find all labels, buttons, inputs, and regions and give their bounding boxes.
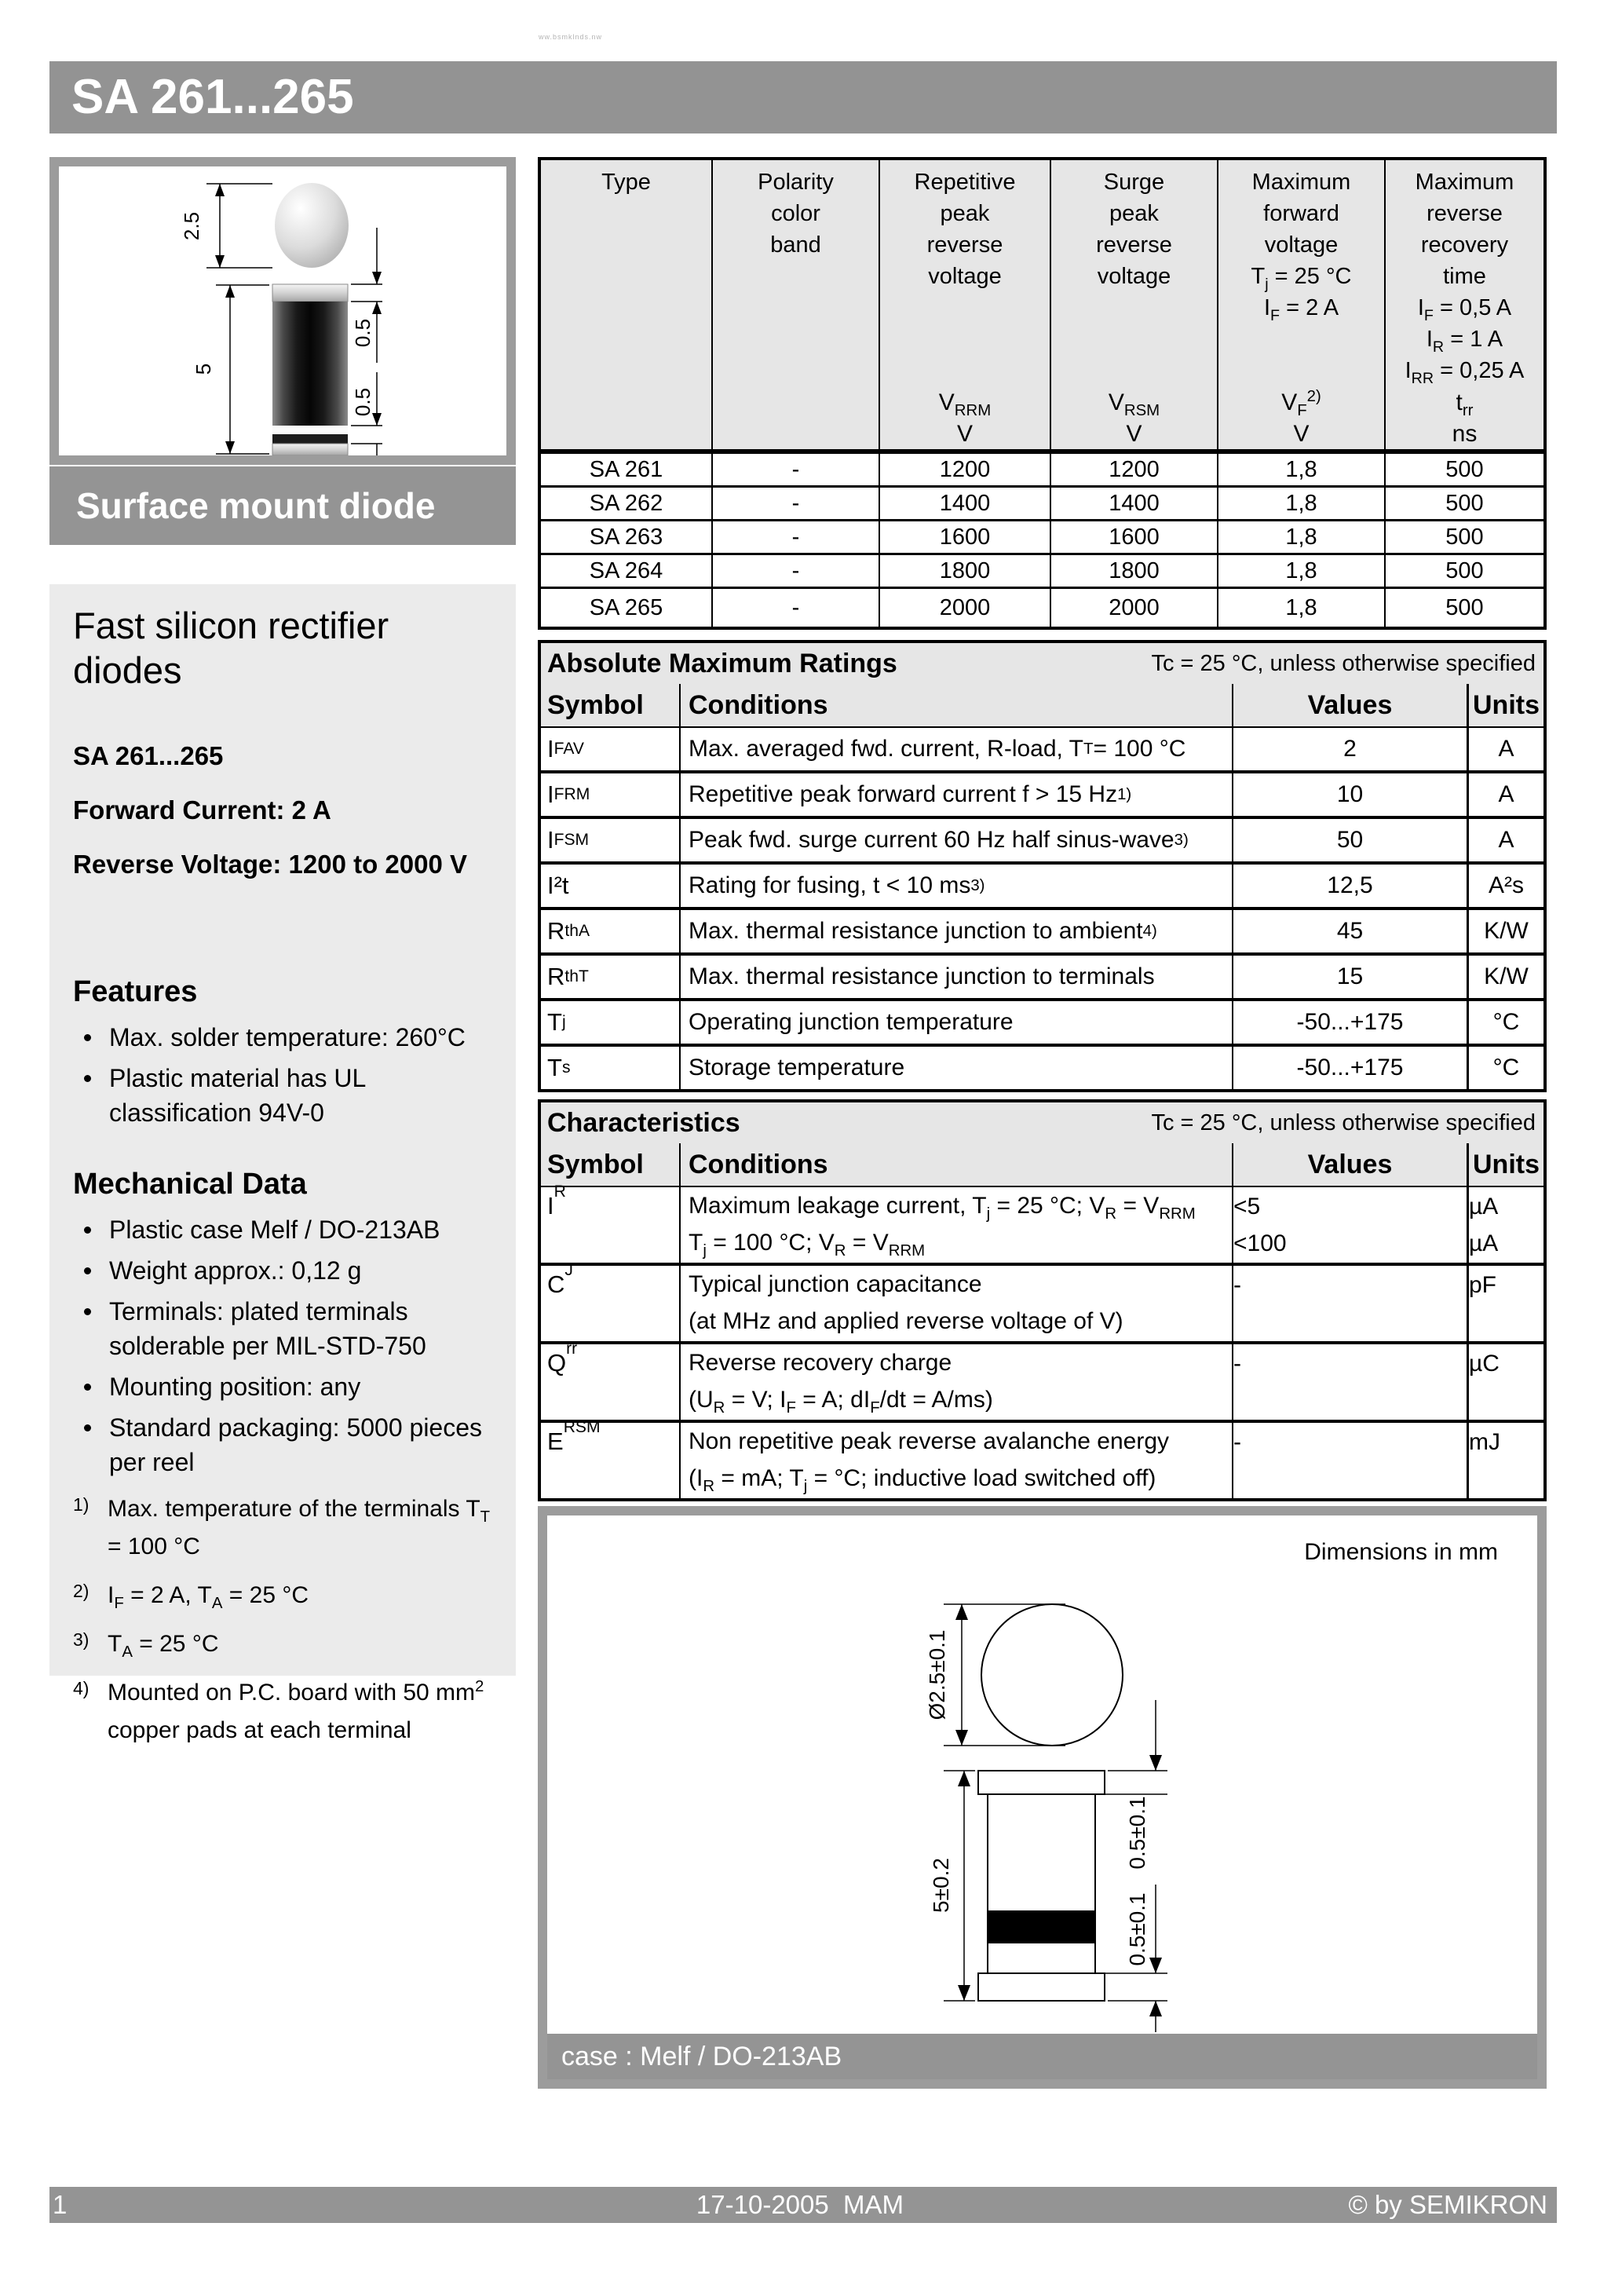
dim-cap-bottom: 0.5±0.1 <box>1125 1892 1149 1965</box>
diode-white-band <box>272 426 348 434</box>
photo-dim-body: 5 <box>192 364 215 375</box>
column-header-trr: Maximum reverse recovery time IF = 0,5 A… <box>1384 160 1543 449</box>
surface-mount-banner: Surface mount diode <box>49 466 516 545</box>
features-heading: Features <box>73 975 198 1008</box>
footnote: 1) Max. temperature of the terminals TT … <box>73 1490 503 1566</box>
table-title-row: Characteristics Tc = 25 °C, unless other… <box>541 1102 1543 1143</box>
table-row: I FRM Repetitive peak forward current f >… <box>541 770 1543 816</box>
dimension-drawing-area: Dimensions in mm Ø2.5±0.1 <box>547 1515 1537 2034</box>
footnote: 4) Mounted on P.C. board with 50 mm2 cop… <box>73 1674 503 1749</box>
footnote-marker: 1) <box>73 1494 90 1515</box>
characteristics-table: Characteristics Tc = 25 °C, unless other… <box>538 1099 1547 1501</box>
dim-diameter: Ø2.5±0.1 <box>925 1630 949 1720</box>
dim-length: 5±0.2 <box>929 1858 953 1913</box>
footer-bar: 1 17-10-2005 MAM © by SEMIKRON <box>49 2187 1557 2223</box>
table-row: E RSM Non repetitive peak reverse avalanc… <box>541 1419 1543 1498</box>
table-row: SA 264 - 1800 1800 1,8 500 <box>541 553 1543 587</box>
type-table-header: Type Polarity color band Repetitive peak… <box>541 160 1543 452</box>
table-header-row: Symbol Conditions Values Units <box>541 1143 1543 1186</box>
column-header-vf: Maximum forward voltage Tj = 25 °C IF = … <box>1217 160 1384 449</box>
spec-forward-current: Forward Current: 2 A <box>73 795 331 824</box>
footer-date: 17-10-2005 MAM <box>696 2190 904 2219</box>
mechanical-data-list: Plastic case Melf / DO-213AB Weight appr… <box>73 1212 503 1479</box>
dim-cap-top: 0.5±0.1 <box>1125 1796 1149 1869</box>
page-number: 1 <box>53 2190 68 2219</box>
footer-copyright: © by SEMIKRON <box>1348 2190 1547 2219</box>
footnote-marker: 4) <box>73 1678 90 1698</box>
footnote: 2) IF = 2 A, TA = 25 °C <box>73 1577 503 1614</box>
list-item: Plastic material has UL classification 9… <box>73 1061 503 1130</box>
photo-dim-cap-bottom: 0.5 <box>351 388 374 416</box>
table-row: SA 265 - 2000 2000 1,8 500 <box>541 587 1543 627</box>
column-header-vrsm: Surge peak reverse voltage VRSM V <box>1050 160 1217 449</box>
table-row: SA 263 - 1600 1600 1,8 500 <box>541 519 1543 553</box>
type-table: Type Polarity color band Repetitive peak… <box>538 157 1547 630</box>
footnote-text: Max. temperature of the terminals TT = 1… <box>108 1496 491 1559</box>
footnote-text: IF = 2 A, TA = 25 °C <box>108 1582 309 1612</box>
spec-reverse-voltage: Reverse Voltage: 1200 to 2000 V <box>73 850 467 879</box>
list-item: Plastic case Melf / DO-213AB <box>73 1212 503 1247</box>
page-title: SA 261...265 <box>49 61 1557 133</box>
table-row: I²t Rating for fusing, t < 10 ms 3) 12,5… <box>541 861 1543 907</box>
table-row: I FAV Max. averaged fwd. current, R-load,… <box>541 726 1543 770</box>
case-label-bar: case : Melf / DO-213AB <box>547 2034 1537 2079</box>
diode-cathode-band <box>272 434 348 444</box>
photo-dim-ball: 2.5 <box>180 212 203 240</box>
list-item: Weight approx.: 0,12 g <box>73 1253 503 1288</box>
sidebar-panel: Fast silicon rectifier diodes SA 261...2… <box>49 584 516 1743</box>
diode-body <box>272 302 348 426</box>
footnote-marker: 3) <box>73 1629 90 1650</box>
absolute-maximum-ratings-table: Absolute Maximum Ratings Tc = 25 °C, unl… <box>538 640 1547 1092</box>
list-item: Max. solder temperature: 260°C <box>73 1020 503 1055</box>
product-family-title: Fast silicon rectifier diodes <box>73 605 389 691</box>
footnote-marker: 2) <box>73 1581 90 1601</box>
product-range: SA 261...265 <box>73 741 224 770</box>
table-header-row: Symbol Conditions Values Units <box>541 684 1543 726</box>
dimension-drawing: Ø2.5±0.1 5±0.2 0.5±0.1 <box>925 1603 1167 2032</box>
table-title: Absolute Maximum Ratings <box>547 648 897 678</box>
table-title: Characteristics <box>547 1107 740 1138</box>
dimensions-note: Dimensions in mm <box>1304 1539 1498 1565</box>
column-header-polarity: Polarity color band <box>711 160 879 449</box>
footnote-text: TA = 25 °C <box>108 1631 219 1661</box>
footnote-text: Mounted on P.C. board with 50 mm2 copper… <box>108 1678 484 1743</box>
column-header-type: Type <box>601 170 651 195</box>
diode-ball-view <box>275 183 349 268</box>
diode-top-cap <box>272 283 349 302</box>
list-item: Standard packaging: 5000 pieces per reel <box>73 1410 503 1479</box>
table-row: I FSM Peak fwd. surge current 60 Hz half … <box>541 816 1543 861</box>
watermark-text: ww.bsmklnds.nw <box>539 33 603 41</box>
table-condition-note: Tc = 25 °C, unless otherwise specified <box>1151 1110 1536 1135</box>
footnote: 3) TA = 25 °C <box>73 1625 503 1663</box>
diode-bottom-cap <box>272 443 349 455</box>
column-header-vrrm: Repetitive peak reverse voltage VRRM V <box>879 160 1050 449</box>
diode-photo: 2.5 5 0.5 <box>180 183 382 455</box>
table-title-row: Absolute Maximum Ratings Tc = 25 °C, unl… <box>541 643 1543 684</box>
table-condition-note: Tc = 25 °C, unless otherwise specified <box>1151 650 1536 676</box>
photo-dim-cap-top: 0.5 <box>351 319 374 347</box>
list-item: Terminals: plated terminals solderable p… <box>73 1294 503 1363</box>
dimensions-panel: Dimensions in mm Ø2.5±0.1 <box>538 1506 1547 2089</box>
table-row: SA 261 - 1200 1200 1,8 500 <box>541 452 1543 485</box>
mechanical-data-heading: Mechanical Data <box>73 1168 307 1201</box>
features-list: Max. solder temperature: 260°C Plastic m… <box>73 1020 503 1130</box>
diode-photo-panel: 2.5 5 0.5 <box>49 157 516 465</box>
list-item: Mounting position: any <box>73 1369 503 1404</box>
table-row: SA 262 - 1400 1400 1,8 500 <box>541 485 1543 519</box>
